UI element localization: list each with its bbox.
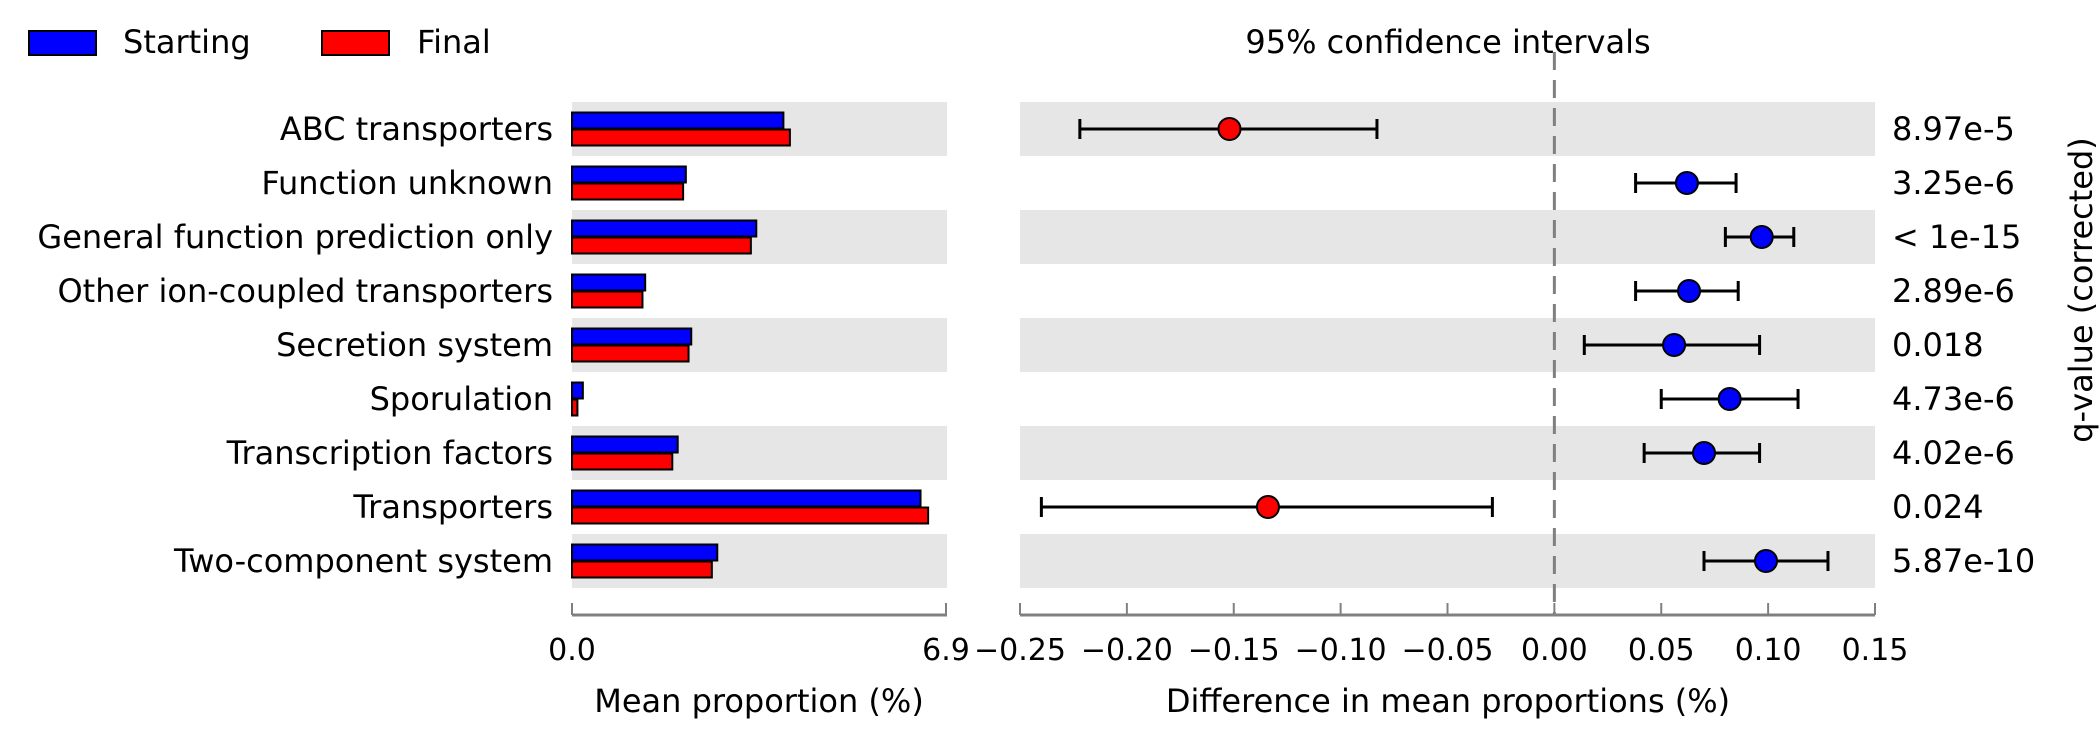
difference-tick-label: 0.00 [1521,633,1588,668]
category-label: Sporulation [370,380,553,418]
q-value: 3.25e-6 [1892,164,2015,202]
ci-point [1753,549,1778,573]
bar-final [571,344,690,363]
ci-point [1255,495,1280,519]
legend-swatch-starting [28,30,97,56]
bar-final [571,236,752,255]
difference-tick-label: 0.10 [1735,633,1802,668]
bar-starting [571,435,679,454]
ci-point [1217,117,1242,141]
bar-starting [571,543,719,562]
ci-point [1674,171,1699,195]
ci-point [1677,279,1702,303]
category-labels: ABC transporters Function unknown General … [37,110,553,580]
mean-proportion-bars [571,111,930,579]
bar-final [571,452,674,471]
difference-tick-label: 0.15 [1842,633,1909,668]
difference-tick-label: 0.05 [1628,633,1695,668]
bar-starting [571,111,785,130]
bar-starting [571,219,758,238]
bar-final [571,398,579,417]
legend: Starting Final [28,23,491,61]
difference-tick-label: −0.20 [1081,633,1173,668]
difference-axis: −0.25 −0.20 −0.15 −0.10 −0.05 0.00 0.05 0.10 0.1… [974,603,1908,668]
category-label: Function unknown [261,164,553,202]
q-value: < 1e-15 [1892,218,2021,256]
difference-tick-label: −0.10 [1295,633,1387,668]
q-values: 8.97e-5 3.25e-6 < 1e-15 2.89e-6 0.018 4.73e-6… [1892,110,2035,580]
difference-tick-label: −0.05 [1402,633,1494,668]
ci-point [1662,333,1687,357]
mean-proportion-tick-label-1: 6.9 [922,633,970,668]
bar-final [571,128,791,147]
bar-starting [571,273,647,292]
q-value: 2.89e-6 [1892,272,2015,310]
difference-tick-label: −0.15 [1188,633,1280,668]
legend-swatch-final [321,30,390,56]
q-value: 5.87e-10 [1892,542,2035,580]
difference-axis-label: Difference in mean proportions (%) [1166,682,1730,720]
bar-starting [571,489,922,508]
mean-proportion-axis: 0.0 6.9 Mean proportion (%) [548,603,970,720]
ci-point [1717,387,1742,411]
ci-point [1692,441,1716,465]
bar-final [571,506,930,525]
q-value: 4.02e-6 [1892,434,2015,472]
category-label: Other ion-coupled transporters [57,272,553,310]
q-value: 8.97e-5 [1892,110,2015,148]
confidence-interval-markers [1039,117,1830,573]
category-label: General function prediction only [37,218,553,256]
q-value: 0.024 [1892,488,1984,526]
category-label: Secretion system [276,326,553,364]
bar-starting [571,381,584,400]
difference-tick-label: −0.25 [974,633,1066,668]
legend-label-starting: Starting [123,23,251,61]
mean-proportion-axis-label: Mean proportion (%) [594,682,924,720]
ci-point [1749,225,1774,249]
category-label: ABC transporters [280,110,553,148]
bar-final [571,182,685,201]
legend-label-final: Final [417,23,491,61]
mean-proportion-tick-label-0: 0.0 [548,633,596,668]
bar-starting [571,327,693,346]
q-value: 0.018 [1892,326,1984,364]
q-value: 4.73e-6 [1892,380,2015,418]
ci-panel-title: 95% confidence intervals [1245,23,1650,61]
category-label: Transporters [352,488,553,526]
bar-starting [571,165,687,184]
bar-final [571,290,644,309]
q-value-axis-label: q-value (corrected) [2062,137,2100,443]
category-label: Transcription factors [226,434,553,472]
bar-final [571,560,713,579]
category-label: Two-component system [173,542,553,580]
